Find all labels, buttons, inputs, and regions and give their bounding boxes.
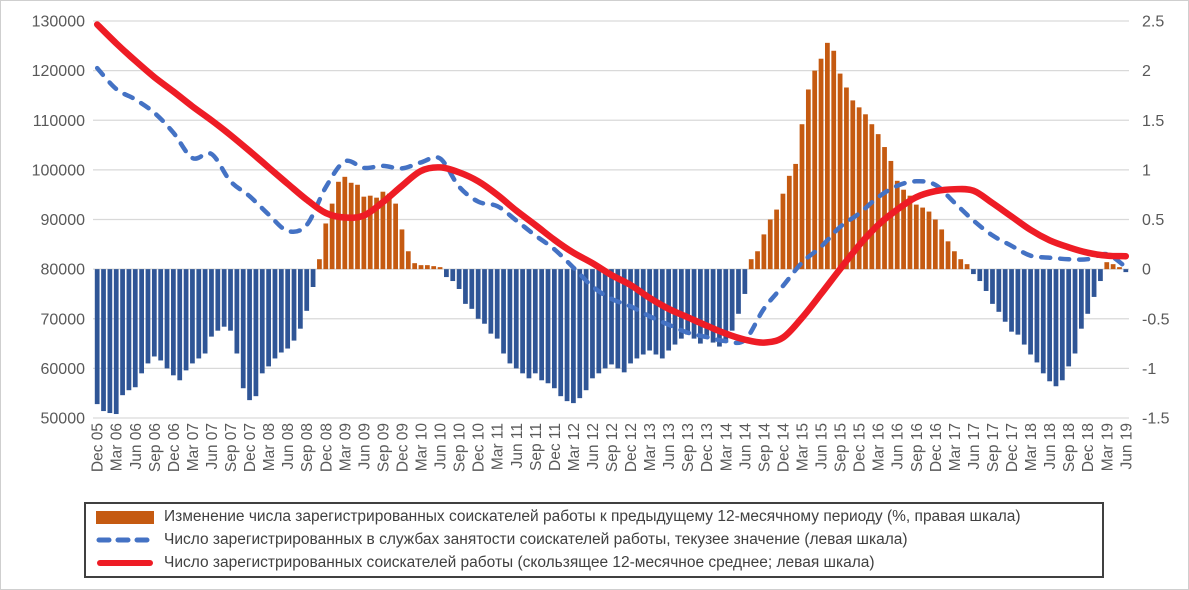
chart-legend: Изменение числа зарегистрированных соиск…: [84, 502, 1104, 578]
svg-text:Sep 06: Sep 06: [147, 423, 164, 472]
svg-text:90000: 90000: [41, 212, 86, 229]
right-axis-labels: 2.5 2 1.5 1 0.5 0 -0.5 -1 -1.5: [1142, 14, 1170, 428]
combo-chart: 130000 120000 110000 100000 90000 80000 70000 6…: [1, 1, 1188, 479]
svg-text:Mar 16: Mar 16: [871, 423, 888, 471]
svg-text:Sep 12: Sep 12: [604, 423, 621, 472]
bar-series-swatch-icon: [94, 510, 156, 524]
svg-text:Jun 14: Jun 14: [737, 423, 754, 470]
svg-text:80000: 80000: [41, 262, 86, 279]
svg-text:Dec 16: Dec 16: [928, 423, 945, 472]
legend-item-dashed-line: Число зарегистрированных в службах занят…: [94, 529, 1094, 552]
svg-text:Dec 12: Dec 12: [623, 423, 640, 472]
svg-text:60000: 60000: [41, 361, 86, 378]
legend-label-current: Число зарегистрированных в службах занят…: [164, 531, 908, 548]
svg-text:Mar 12: Mar 12: [566, 423, 583, 471]
legend-item-solid-line: Число зарегистрированных соискателей раб…: [94, 551, 1094, 574]
svg-text:Dec 07: Dec 07: [242, 423, 259, 472]
svg-text:130000: 130000: [32, 14, 85, 31]
legend-label-bars: Изменение числа зарегистрированных соиск…: [164, 508, 1021, 526]
svg-text:-0.5: -0.5: [1142, 311, 1170, 328]
svg-text:-1: -1: [1142, 361, 1156, 378]
svg-text:Sep 14: Sep 14: [756, 423, 773, 473]
svg-text:Mar 19: Mar 19: [1099, 423, 1116, 471]
svg-text:Mar 09: Mar 09: [337, 423, 354, 471]
svg-text:2.5: 2.5: [1142, 14, 1164, 31]
moving-average-line: [93, 21, 1130, 346]
svg-text:Jun 17: Jun 17: [966, 423, 983, 470]
gridlines: [93, 20, 1129, 419]
svg-text:Jun 06: Jun 06: [128, 423, 145, 470]
svg-text:Sep 11: Sep 11: [528, 423, 545, 471]
svg-text:Mar 15: Mar 15: [795, 423, 812, 471]
svg-text:100000: 100000: [32, 162, 85, 179]
svg-text:Mar 08: Mar 08: [261, 423, 278, 471]
svg-text:Jun 16: Jun 16: [890, 423, 907, 470]
svg-text:Jun 07: Jun 07: [204, 423, 221, 470]
legend-item-bars: Изменение числа зарегистрированных соиск…: [94, 506, 1094, 529]
svg-text:0: 0: [1142, 262, 1151, 279]
svg-text:120000: 120000: [32, 63, 85, 80]
x-axis-labels: Dec 05 Mar 06 Jun 06 Sep 06 Dec 06 Mar 07 Jun …: [90, 423, 1136, 473]
solid-line-swatch-icon: [94, 558, 156, 568]
svg-text:Jun 18: Jun 18: [1042, 423, 1059, 470]
svg-text:Dec 18: Dec 18: [1080, 423, 1097, 472]
svg-text:Jun 15: Jun 15: [814, 423, 831, 470]
svg-text:Mar 06: Mar 06: [109, 423, 126, 471]
svg-text:1.5: 1.5: [1142, 113, 1164, 130]
svg-text:Sep 07: Sep 07: [223, 423, 240, 472]
svg-text:Sep 10: Sep 10: [452, 423, 469, 473]
svg-text:-1.5: -1.5: [1142, 411, 1170, 428]
svg-text:Jun 13: Jun 13: [661, 423, 678, 470]
svg-text:Mar 10: Mar 10: [414, 423, 431, 472]
svg-text:Mar 17: Mar 17: [947, 423, 964, 471]
svg-text:Dec 08: Dec 08: [318, 423, 335, 472]
svg-text:Mar 18: Mar 18: [1023, 423, 1040, 471]
svg-text:Dec 05: Dec 05: [90, 423, 107, 472]
svg-text:Dec 15: Dec 15: [852, 423, 869, 472]
svg-text:70000: 70000: [41, 311, 86, 328]
svg-text:Sep 15: Sep 15: [833, 423, 850, 472]
svg-text:Jun 09: Jun 09: [356, 423, 373, 470]
svg-text:Sep 17: Sep 17: [985, 423, 1002, 472]
svg-text:Sep 09: Sep 09: [375, 423, 392, 472]
svg-text:Sep 18: Sep 18: [1061, 423, 1078, 472]
svg-text:2: 2: [1142, 63, 1151, 80]
svg-text:Mar 11: Mar 11: [490, 423, 507, 470]
svg-text:Dec 09: Dec 09: [395, 423, 412, 472]
svg-text:Mar 13: Mar 13: [642, 423, 659, 471]
svg-text:Jun 08: Jun 08: [280, 423, 297, 470]
svg-text:Sep 13: Sep 13: [680, 423, 697, 472]
svg-text:Jun 19: Jun 19: [1118, 423, 1135, 470]
svg-text:Dec 11: Dec 11: [547, 423, 564, 471]
svg-text:1: 1: [1142, 162, 1151, 179]
svg-text:Sep 16: Sep 16: [909, 423, 926, 472]
current-value-line: [94, 65, 1129, 346]
legend-label-average: Число зарегистрированных соискателей раб…: [164, 553, 875, 571]
svg-text:0.5: 0.5: [1142, 212, 1164, 229]
svg-text:Jun 10: Jun 10: [433, 423, 450, 470]
svg-text:Mar 14: Mar 14: [718, 423, 735, 472]
svg-text:Dec 13: Dec 13: [699, 423, 716, 472]
svg-text:Mar 07: Mar 07: [185, 423, 202, 471]
svg-text:Dec 17: Dec 17: [1004, 423, 1021, 472]
svg-text:Dec 10: Dec 10: [471, 423, 488, 472]
change-bars: [94, 42, 1129, 415]
svg-text:Dec 14: Dec 14: [775, 423, 792, 472]
dashed-line-swatch-icon: [94, 535, 156, 545]
svg-text:Dec 06: Dec 06: [166, 423, 183, 472]
left-axis-labels: 130000 120000 110000 100000 90000 80000 70000 6…: [32, 14, 85, 428]
svg-text:110000: 110000: [33, 113, 85, 130]
svg-text:Jun 11: Jun 11: [509, 423, 526, 468]
svg-text:Sep 08: Sep 08: [299, 423, 316, 472]
svg-text:Jun 12: Jun 12: [585, 423, 602, 470]
chart-svg: 130000 120000 110000 100000 90000 80000 70000 6…: [32, 14, 1170, 473]
svg-text:50000: 50000: [41, 411, 86, 428]
